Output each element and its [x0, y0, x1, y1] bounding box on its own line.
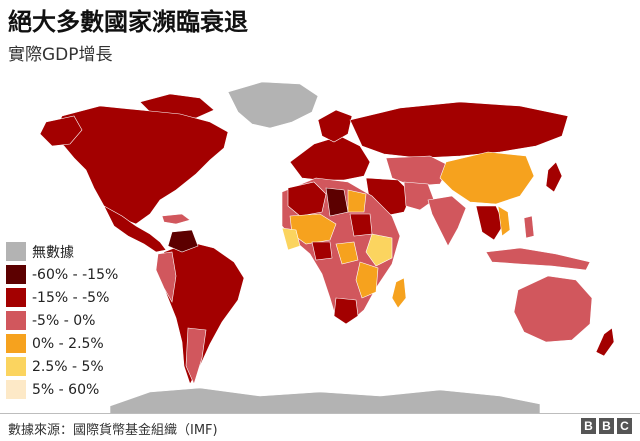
alaska	[39, 115, 83, 147]
iran-region	[403, 181, 435, 211]
india	[427, 195, 467, 247]
libya	[325, 187, 349, 217]
greenland	[227, 81, 319, 129]
legend-item: -60% - -15%	[6, 263, 118, 286]
footer-divider	[0, 413, 640, 414]
bbc-logo-letter: B	[599, 418, 614, 434]
vietnam	[497, 205, 511, 237]
europe	[289, 135, 371, 181]
map-legend: 無數據 -60% - -15% -15% - -5% -5% - 0% 0% -…	[6, 240, 118, 401]
australia	[513, 275, 593, 343]
legend-label: 2.5% - 5%	[32, 358, 104, 375]
philippines	[523, 215, 535, 239]
legend-item: 2.5% - 5%	[6, 355, 118, 378]
legend-swatch-band6	[6, 380, 26, 399]
north-america	[51, 105, 229, 225]
bbc-logo-letter: C	[617, 418, 632, 434]
legend-label: -15% - -5%	[32, 289, 110, 306]
madagascar	[391, 277, 407, 309]
scandinavia	[317, 109, 353, 143]
china	[439, 151, 535, 205]
southern-cone	[185, 327, 207, 385]
legend-item: 無數據	[6, 240, 118, 263]
legend-swatch-band4	[6, 334, 26, 353]
russia	[349, 101, 569, 159]
legend-label: -60% - -15%	[32, 266, 119, 283]
east-africa-south	[355, 261, 379, 299]
page-title: 絕大多數國家瀕臨衰退	[8, 8, 248, 36]
legend-swatch-no-data	[6, 242, 26, 261]
southeast-asia	[475, 205, 505, 241]
page-subtitle: 實際GDP增長	[8, 45, 113, 65]
egypt	[347, 189, 367, 213]
nigeria	[311, 241, 333, 261]
legend-item: 5% - 60%	[6, 378, 118, 401]
legend-swatch-band3	[6, 311, 26, 330]
venezuela	[167, 229, 199, 253]
north-africa	[287, 181, 327, 217]
central-africa	[335, 241, 359, 265]
western-south-america	[155, 251, 177, 303]
source-note: 數據來源：國際貨幣基金組織（IMF)	[8, 423, 218, 438]
indonesia	[485, 247, 591, 271]
east-africa	[365, 233, 393, 267]
legend-swatch-band5	[6, 357, 26, 376]
legend-item: 0% - 2.5%	[6, 332, 118, 355]
new-zealand	[595, 327, 615, 357]
central-america	[103, 205, 167, 253]
legend-label: -5% - 0%	[32, 312, 96, 329]
bbc-logo-letter: B	[581, 418, 596, 434]
sudan	[349, 213, 373, 237]
antarctica	[109, 387, 541, 414]
caribbean	[161, 213, 191, 225]
southern-africa	[333, 297, 359, 325]
japan	[545, 161, 563, 193]
world-map	[39, 81, 615, 414]
bbc-logo: B B C	[581, 418, 632, 434]
legend-swatch-band1	[6, 265, 26, 284]
legend-label: 0% - 2.5%	[32, 335, 104, 352]
legend-label: 5% - 60%	[32, 381, 100, 398]
south-america	[159, 241, 245, 385]
legend-item: -15% - -5%	[6, 286, 118, 309]
legend-label: 無數據	[32, 244, 74, 261]
west-africa	[281, 227, 301, 251]
central-asia	[385, 155, 451, 187]
legend-item: -5% - 0%	[6, 309, 118, 332]
legend-swatch-band2	[6, 288, 26, 307]
